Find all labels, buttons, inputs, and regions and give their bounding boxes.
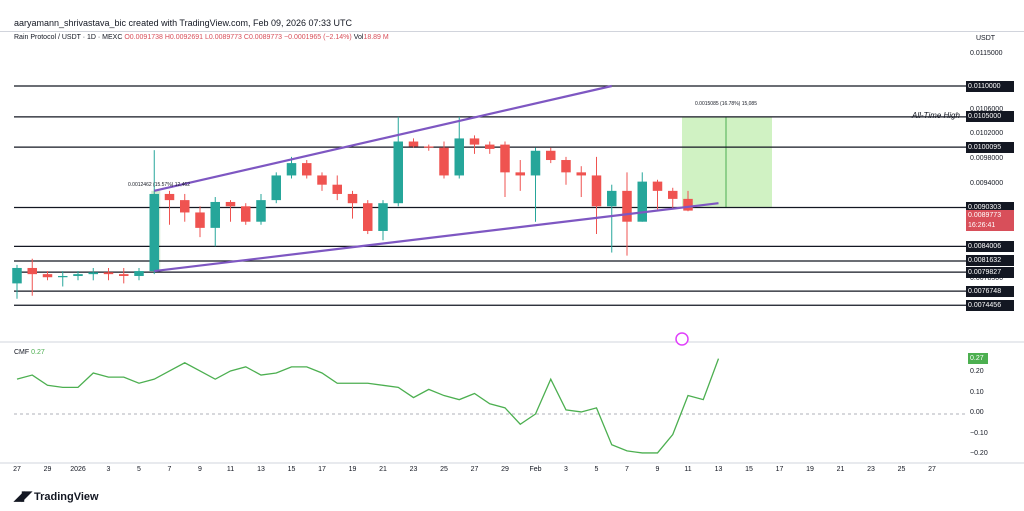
current-price-value: 0.0089773 [968,211,1002,219]
candle-up [134,271,144,276]
candle-up [637,181,647,222]
candle-up [393,141,403,204]
candle-down [42,274,53,278]
candle-up [271,175,281,201]
author-line: aaryamann_shrivastava_bic created with T… [14,18,353,28]
candle-down [591,175,602,207]
candle-up [454,138,464,176]
candle-down [469,138,480,145]
candle-down [576,172,586,176]
all-time-high-label: All-Time High [912,111,960,120]
candle-down [103,272,114,275]
candle-down [180,200,190,213]
symbol-title[interactable]: Rain Protocol / USDT · 1D · MEXC [14,34,123,41]
price-tick: 0.0098000 [970,155,1004,163]
level-price-label: 0.0110000 [966,80,1014,92]
cmf-line [16,358,720,454]
candle-down [164,193,175,201]
candle-down [668,190,678,199]
cmf-value: 0.27 [31,349,45,356]
candle-down [317,175,327,185]
cmf-tick: 0.00 [970,409,984,416]
candle-down [347,193,358,204]
level-price-label: 0.0090303 [966,202,1014,213]
candle-down [683,198,693,211]
candle-down [27,267,37,275]
level-price-label: 0.0081632 [966,255,1014,267]
candle-up [286,163,297,176]
price-tick: 0.0078500 [970,275,1004,283]
candle-up [210,201,220,228]
price-axis[interactable]: 0.0115000 0.0106000 0.0102000 0.0098000 0.00… [966,0,1024,470]
channel-lower-line [154,202,719,273]
measure-right-label: 0.0015085 (16.78%) 15,085 [695,101,757,107]
level-price-label: 0.0105000 [966,111,1014,123]
candle-down [439,147,449,176]
measure-left-label: 0.0012462 (15.57%) 12,462 [128,182,190,188]
price-unit: USDT [976,35,996,42]
volume-value: 18.89 M [363,34,389,41]
candle-up [149,193,159,272]
candle-down [332,184,342,194]
cmf-current-label: 0.27 [968,353,988,365]
price-tick: 0.0106000 [970,105,1004,113]
price-tick: 0.0115000 [970,50,1003,58]
open-value: O0.0091738 [124,34,163,41]
candle-down [225,201,236,207]
cmf-tick: −0.10 [970,429,988,437]
candle-down [195,212,205,228]
price-tick: 0.0094000 [970,179,1004,187]
cmf-name: CMF [14,349,30,356]
tradingview-logo-icon: ◢◤ [14,488,32,503]
candle-down [515,172,525,176]
candle-down [561,160,571,173]
tradingview-logo: ◢◤ TradingView [14,488,99,504]
candle-up [88,272,98,275]
candle-up [73,274,83,276]
level-price-label: 0.0076748 [966,285,1014,297]
candle-up [607,190,617,207]
candle-up [378,203,388,231]
channel-upper-line [154,84,612,192]
cmf-tick: 0.10 [970,388,984,396]
level-price-label: 0.0079827 [966,266,1014,278]
candle-down [652,181,663,191]
candle-down [408,141,419,147]
candle-down [622,190,632,222]
candle-up [530,150,541,176]
cmf-tick: 0.20 [970,368,984,375]
high-value: H0.0092691 [164,34,204,41]
level-price-label: 0.0100095 [966,141,1014,153]
brand-name: TradingView [34,491,99,503]
close-value: C0.0089773 [243,34,283,41]
header-divider [0,31,1024,32]
ohlc-legend: Rain Protocol / USDT · 1D · MEXC O0.0091… [14,34,389,41]
candle-down [424,146,434,148]
candle-down [241,206,251,222]
volume-label: Vol [353,34,364,41]
candle-up [12,267,22,284]
measure-zone-right [682,116,772,208]
current-price-label: 0.0089773 16:26:41 [966,209,1014,231]
price-tick: 0.0102000 [970,130,1004,138]
candle-up [256,200,266,222]
change-value: −0.0001965 (−2.14%) [284,34,352,41]
candle-down [363,203,373,231]
level-price-label: 0.0084006 [966,240,1014,252]
candle-down [485,144,495,149]
alert-clock-icon [675,332,689,346]
candle-countdown: 16:26:41 [968,221,996,229]
level-price-label: 0.0074456 [966,299,1014,311]
candle-down [500,144,510,173]
cmf-tick: −0.20 [970,450,988,457]
candle-down [302,163,312,176]
candle-down [546,150,556,161]
low-value: L0.0089773 [204,34,242,41]
cmf-indicator-label[interactable]: CMF 0.27 [14,349,45,356]
candle-up [58,275,68,278]
candle-down [119,274,129,276]
